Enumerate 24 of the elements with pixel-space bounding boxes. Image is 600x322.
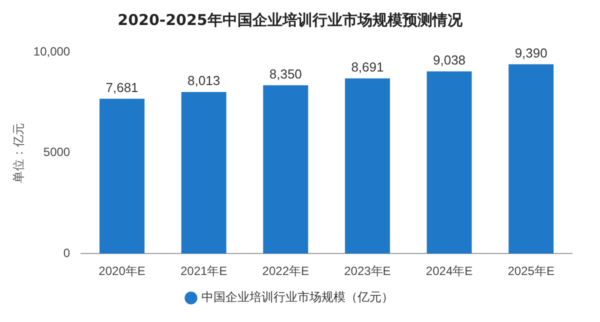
data-label: 7,681 [106, 80, 138, 95]
bar [100, 98, 145, 254]
y-tick-label: 5000 [43, 145, 70, 160]
data-label: 9,038 [433, 52, 466, 68]
x-tick-label: 2021年E [180, 264, 228, 278]
y-axis-title: 单位：亿元 [11, 122, 26, 183]
data-label: 9,390 [514, 45, 548, 60]
bar [344, 78, 390, 254]
bar [426, 71, 472, 254]
chart-title: 2020-2025年中国企业培训行业市场规模预测情况 [118, 10, 464, 29]
x-tick-label: 2024年E [426, 264, 473, 278]
data-label: 8,350 [269, 66, 302, 82]
data-label: 8,013 [188, 73, 220, 88]
x-tick-label: 2020年E [98, 264, 146, 278]
x-tick-label: 2025年E [508, 264, 554, 278]
data-label: 8,691 [351, 59, 384, 74]
y-tick-label: 0 [63, 246, 70, 260]
x-tick-label: 2023年E [344, 264, 391, 278]
bar [181, 92, 226, 254]
legend-label: 中国企业培训行业市场规模（亿元） [202, 290, 394, 304]
bar [263, 85, 308, 254]
bar [508, 64, 554, 254]
y-tick-label: 10,000 [33, 44, 70, 58]
x-tick-label: 2022年E [262, 264, 309, 278]
